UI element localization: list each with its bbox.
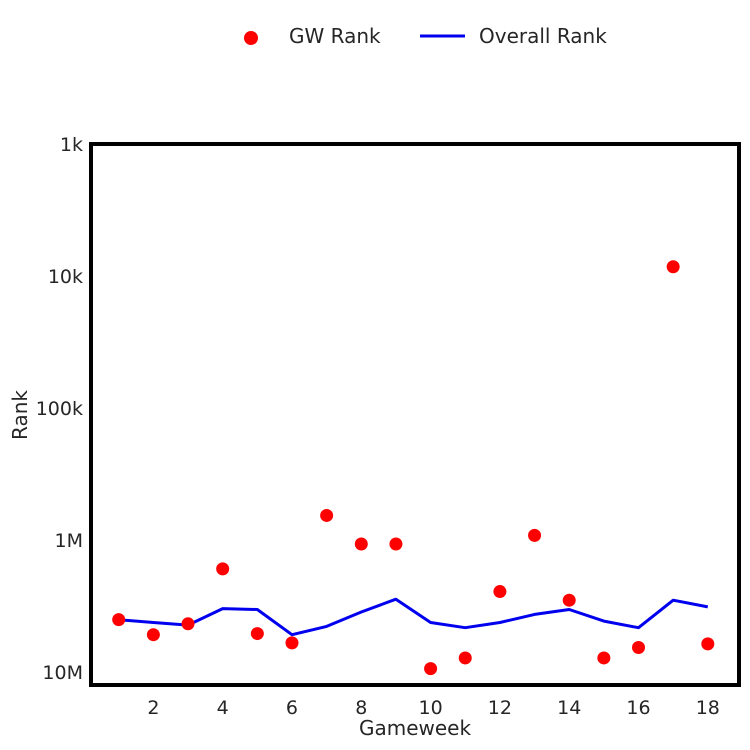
gw-rank-point <box>112 613 126 627</box>
gw-rank-point <box>666 260 680 274</box>
gw-rank-point <box>285 636 299 650</box>
x-tick-label: 16 <box>626 697 650 719</box>
y-tick-label: 100k <box>36 398 83 420</box>
plot-frame <box>89 142 741 687</box>
x-tick-label: 10 <box>418 697 442 719</box>
gw-rank-point <box>389 537 403 551</box>
legend: GW Rank Overall Rank <box>244 24 607 48</box>
gw-rank-series <box>112 260 715 676</box>
overall-rank-series <box>118 597 709 637</box>
x-tick-label: 6 <box>286 697 298 719</box>
gw-rank-point <box>146 628 160 642</box>
y-axis-title: Rank <box>8 390 32 440</box>
legend-overall-label: Overall Rank <box>479 24 607 48</box>
x-tick-label: 2 <box>147 697 159 719</box>
gw-rank-point <box>424 662 438 676</box>
gw-rank-point <box>216 562 230 576</box>
gw-rank-point <box>354 537 368 551</box>
x-tick-label: 14 <box>557 697 581 719</box>
gw-rank-point <box>528 528 542 542</box>
gw-rank-point <box>181 617 195 631</box>
gw-rank-point <box>597 651 611 665</box>
legend-gw-marker <box>244 31 258 45</box>
x-tick-label: 8 <box>355 697 367 719</box>
y-tick-label: 1k <box>60 134 83 156</box>
gw-rank-point <box>493 585 507 599</box>
y-tick-label: 10M <box>42 662 83 684</box>
gw-rank-point <box>562 593 576 607</box>
gw-rank-point <box>320 508 334 522</box>
gw-rank-point <box>701 637 715 651</box>
axis-ticks: 2 4 6 8 10 12 14 16 18 1k 10k 100k 1M 10M <box>36 134 720 719</box>
gw-rank-point <box>250 627 264 641</box>
legend-gw-label: GW Rank <box>289 24 381 48</box>
y-tick-label: 10k <box>48 266 83 288</box>
x-tick-label: 12 <box>488 697 512 719</box>
x-tick-label: 18 <box>696 697 720 719</box>
y-tick-label: 1M <box>55 530 83 552</box>
gw-rank-point <box>458 651 472 665</box>
x-tick-label: 4 <box>217 697 229 719</box>
gw-rank-point <box>632 640 646 654</box>
x-axis-title: Gameweek <box>359 716 472 740</box>
overall-rank-line <box>118 597 709 637</box>
